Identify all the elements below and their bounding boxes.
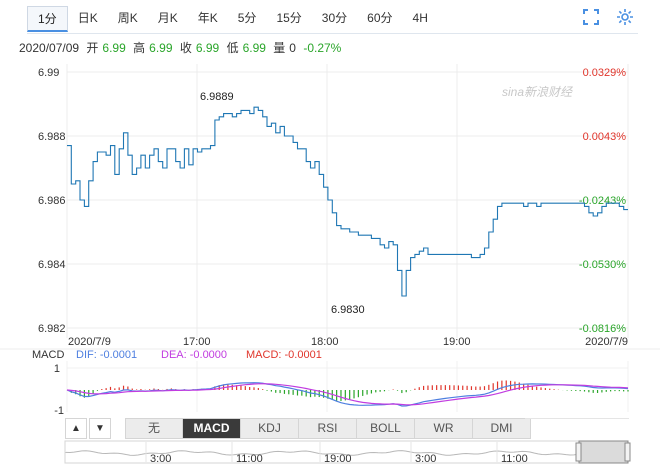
tab-period-3[interactable]: 月K: [157, 11, 178, 25]
y-tick-left: 6.984: [38, 259, 66, 271]
y-tick-right: 0.0043%: [583, 131, 627, 143]
navigator-time-label: 3:00: [415, 453, 436, 465]
x-tick-label: 18:00: [311, 336, 339, 348]
tab-period-1[interactable]: 日K: [77, 11, 98, 25]
navigator-handle-left: [575, 442, 582, 462]
tab-period-6[interactable]: 15分: [276, 11, 302, 25]
tab-period-9[interactable]: 4H: [412, 11, 428, 25]
navigator-time-label: 11:00: [236, 453, 263, 465]
navigator-time-label: 11:00: [501, 453, 528, 465]
macd-label: MACD: [32, 349, 64, 361]
close-label: 收: [179, 41, 192, 55]
low-annotation: 6.9830: [331, 304, 365, 316]
price-line: [67, 106, 628, 297]
macd-y-tick: -1: [54, 405, 64, 417]
low-label: 低: [226, 41, 239, 55]
y-tick-right: -0.0816%: [579, 323, 626, 335]
indicator-tab-0[interactable]: 无: [125, 418, 183, 439]
quote-date: 2020/07/09: [19, 41, 80, 55]
open-value: 6.99: [102, 41, 126, 55]
navigator-window: [578, 440, 629, 464]
toolbar-icons: [582, 8, 634, 26]
navigator-handle-right: [624, 442, 631, 462]
close-value: 6.99: [195, 41, 220, 55]
y-tick-left: 6.988: [38, 131, 66, 143]
navigator-time-label: 19:00: [324, 453, 352, 465]
macd-dif-label: DIF: -0.0001: [76, 349, 137, 361]
scroll-up-button[interactable]: ▲: [65, 418, 87, 439]
y-tick-left: 6.986: [38, 195, 66, 207]
macd-value-label: MACD: -0.0001: [246, 349, 322, 361]
y-tick-right: -0.0243%: [579, 195, 626, 207]
x-tick-label: 2020/7/9: [585, 336, 628, 348]
indicator-bar-spacer: [525, 418, 629, 439]
navigator-time-label: 3:00: [150, 453, 171, 465]
watermark: sina新浪财经: [502, 85, 574, 99]
tab-period-0[interactable]: 1分: [27, 6, 68, 32]
indicator-tab-5[interactable]: WR: [415, 418, 473, 439]
scroll-down-button[interactable]: ▼: [89, 418, 111, 439]
chart-grid: 6.99 6.988 6.986 6.984 6.982 0.0329% 0.0043% -0…: [38, 64, 629, 348]
volume-value: 0: [289, 41, 296, 55]
x-tick-label: 17:00: [183, 336, 211, 348]
macd-dif-line: [66, 382, 629, 407]
macd-dea-line: [66, 383, 629, 406]
fullscreen-icon[interactable]: [582, 8, 600, 26]
indicator-tab-3[interactable]: RSI: [299, 418, 357, 439]
settings-icon[interactable]: [616, 8, 634, 26]
time-navigator: 3:00 11:00 19:00 3:00 11:00: [64, 440, 631, 465]
high-label: 高: [133, 41, 146, 55]
high-annotation: 6.9889: [200, 91, 234, 103]
indicator-tab-1[interactable]: MACD: [183, 418, 241, 439]
indicator-tab-6[interactable]: DMI: [473, 418, 531, 439]
y-tick-right: 0.0329%: [583, 67, 627, 79]
indicator-tab-4[interactable]: BOLL: [357, 418, 415, 439]
indicator-bar: ▲ ▼ 无 MACD KDJ RSI BOLL WR DMI: [65, 418, 531, 439]
tab-period-7[interactable]: 30分: [321, 11, 348, 25]
period-tabs: 1分 日K 周K 月K 年K 5分 15分 30分 60分 4H: [27, 6, 438, 32]
tab-period-5[interactable]: 5分: [237, 11, 257, 25]
x-tick-label: 2020/7/9: [68, 336, 111, 348]
high-value: 6.99: [149, 41, 173, 55]
y-tick-left: 6.99: [38, 67, 59, 79]
y-tick-left: 6.982: [38, 323, 66, 335]
tab-period-8[interactable]: 60分: [367, 11, 393, 25]
indicator-tab-2[interactable]: KDJ: [241, 418, 299, 439]
macd-panel: MACD DIF: -0.0001 DEA: -0.0000 MACD: -0.000…: [0, 348, 660, 417]
tab-period-2[interactable]: 周K: [117, 11, 138, 25]
tab-divider: [27, 33, 638, 34]
change-percent: -0.27%: [303, 41, 342, 55]
low-value: 6.99: [242, 41, 266, 55]
y-tick-right: -0.0530%: [579, 259, 626, 271]
x-tick-label: 19:00: [443, 336, 471, 348]
macd-y-tick: 1: [54, 363, 60, 375]
open-label: 开: [86, 41, 99, 55]
volume-label: 量: [273, 41, 286, 55]
macd-dea-label: DEA: -0.0000: [161, 349, 227, 361]
tab-period-4[interactable]: 年K: [197, 11, 218, 25]
